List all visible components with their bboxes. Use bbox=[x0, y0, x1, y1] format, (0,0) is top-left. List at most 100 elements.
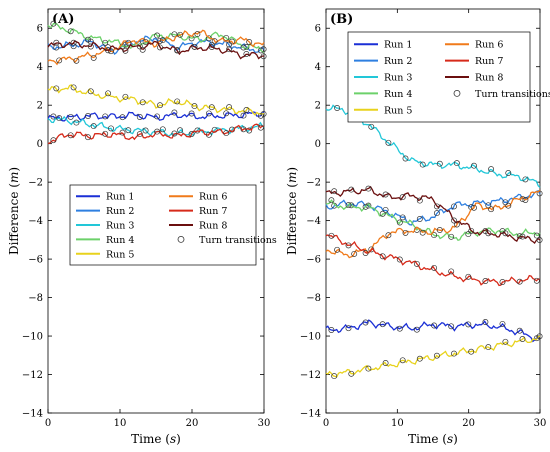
turn-transition-marker bbox=[85, 113, 91, 119]
y-axis-label: Difference (m) bbox=[7, 167, 21, 255]
turn-transition-marker bbox=[171, 31, 178, 38]
turn-transition-marker bbox=[154, 32, 161, 39]
legend-box bbox=[347, 31, 531, 123]
turn-transition-marker bbox=[433, 210, 440, 217]
turn-transition-marker bbox=[413, 260, 420, 267]
turn-transition-marker bbox=[402, 155, 409, 162]
turn-transition-marker bbox=[260, 110, 267, 117]
turn-transition-marker bbox=[505, 202, 512, 209]
turn-transition-marker bbox=[157, 102, 163, 109]
turn-transition-marker bbox=[73, 119, 80, 126]
turn-transition-marker bbox=[334, 105, 341, 111]
legend-entry: Run 4 bbox=[106, 235, 134, 246]
turn-transition-marker bbox=[174, 47, 181, 54]
turn-transition-marker bbox=[328, 327, 335, 333]
turn-transition-marker bbox=[536, 237, 543, 243]
x-tick-label: 0 bbox=[45, 418, 51, 429]
turn-transition-marker bbox=[379, 253, 386, 260]
turn-transition-marker bbox=[142, 127, 149, 134]
turn-transition-marker bbox=[396, 256, 403, 263]
turn-transition-marker bbox=[522, 197, 529, 203]
turn-transition-marker bbox=[433, 352, 440, 359]
turn-transition-marker bbox=[53, 85, 60, 92]
turn-transition-marker bbox=[139, 99, 146, 106]
turn-transition-marker bbox=[362, 203, 369, 210]
turn-transition-marker bbox=[488, 166, 495, 173]
series-line bbox=[47, 84, 265, 116]
turn-transition-marker bbox=[87, 88, 94, 95]
turn-transition-marker bbox=[136, 114, 143, 120]
x-tick-label: 10 bbox=[391, 418, 404, 429]
turn-transition-marker bbox=[87, 43, 94, 50]
turn-transition-marker bbox=[399, 357, 406, 364]
legend-entry: Run 6 bbox=[199, 192, 227, 203]
turn-transition-marker bbox=[505, 170, 512, 176]
turn-transition-marker bbox=[73, 57, 80, 64]
turn-transition-marker bbox=[516, 327, 523, 334]
turn-transition-marker bbox=[482, 278, 489, 284]
turn-transition-marker bbox=[365, 365, 372, 372]
turn-transition-marker bbox=[102, 39, 109, 46]
x-tick-label: 20 bbox=[186, 418, 199, 429]
y-tick-label: −10 bbox=[22, 332, 43, 343]
turn-transition-marker bbox=[243, 107, 250, 113]
x-tick-label: 30 bbox=[534, 418, 547, 429]
turn-transition-marker bbox=[70, 84, 77, 91]
turn-transition-marker bbox=[208, 44, 215, 50]
turn-transition-marker bbox=[433, 203, 440, 210]
turn-transition-marker bbox=[502, 338, 509, 345]
turn-transition-marker bbox=[382, 191, 389, 198]
turn-transition-marker bbox=[105, 90, 112, 97]
legend-entry: Run 1 bbox=[384, 40, 412, 51]
turn-transition-marker bbox=[436, 227, 443, 233]
turn-transition-marker bbox=[465, 273, 472, 280]
legend-entry: Run 8 bbox=[199, 221, 227, 232]
axes-frame bbox=[325, 8, 541, 414]
legend-marker-label: Turn transitions bbox=[475, 89, 550, 100]
turn-transition-marker bbox=[385, 139, 392, 146]
turn-transition-marker bbox=[226, 104, 233, 111]
legend-entry: Run 2 bbox=[384, 56, 412, 67]
turn-transition-marker bbox=[533, 277, 540, 284]
turn-transition-marker bbox=[419, 161, 426, 168]
turn-transition-marker bbox=[188, 110, 195, 117]
x-axis-unit: s bbox=[447, 432, 453, 446]
turn-transition-marker bbox=[70, 39, 77, 46]
turn-transition-marker bbox=[102, 130, 109, 137]
turn-transition-marker bbox=[328, 232, 335, 239]
turn-transition-marker bbox=[431, 232, 438, 239]
turn-transition-marker bbox=[345, 242, 352, 249]
turn-transition-marker bbox=[399, 214, 406, 221]
turn-transition-marker bbox=[331, 373, 338, 380]
turn-transition-marker bbox=[125, 127, 132, 134]
y-axis-unit: m bbox=[285, 172, 299, 183]
turn-transition-marker bbox=[56, 57, 63, 64]
turn-transition-marker bbox=[177, 127, 184, 134]
turn-transition-marker bbox=[246, 39, 253, 45]
y-tick-label: −4 bbox=[28, 216, 43, 227]
legend-marker bbox=[177, 235, 185, 243]
y-tick-label: −14 bbox=[300, 409, 321, 420]
turn-transition-marker bbox=[362, 319, 369, 326]
x-tick-label: 0 bbox=[323, 418, 329, 429]
legend-entry: Run 3 bbox=[384, 73, 412, 84]
turn-transition-marker bbox=[159, 37, 166, 44]
turn-transition-marker bbox=[108, 125, 114, 132]
turn-transition-marker bbox=[56, 115, 63, 122]
turn-transition-marker bbox=[177, 31, 184, 38]
series-line bbox=[325, 185, 541, 244]
turn-transition-marker bbox=[67, 132, 74, 139]
turn-transition-marker bbox=[471, 204, 477, 211]
turn-transition-marker bbox=[211, 38, 218, 45]
turn-transition-marker bbox=[471, 162, 477, 169]
y-tick-label: −8 bbox=[28, 293, 43, 304]
x-tick-label: 10 bbox=[114, 418, 127, 429]
turn-transition-marker bbox=[396, 219, 403, 226]
x-axis-paren: ) bbox=[453, 432, 458, 446]
turn-transition-marker bbox=[451, 350, 457, 357]
turn-transition-marker bbox=[205, 131, 212, 138]
legend-marker bbox=[453, 90, 461, 97]
turn-transition-marker bbox=[226, 46, 233, 53]
turn-transition-marker bbox=[50, 20, 57, 27]
